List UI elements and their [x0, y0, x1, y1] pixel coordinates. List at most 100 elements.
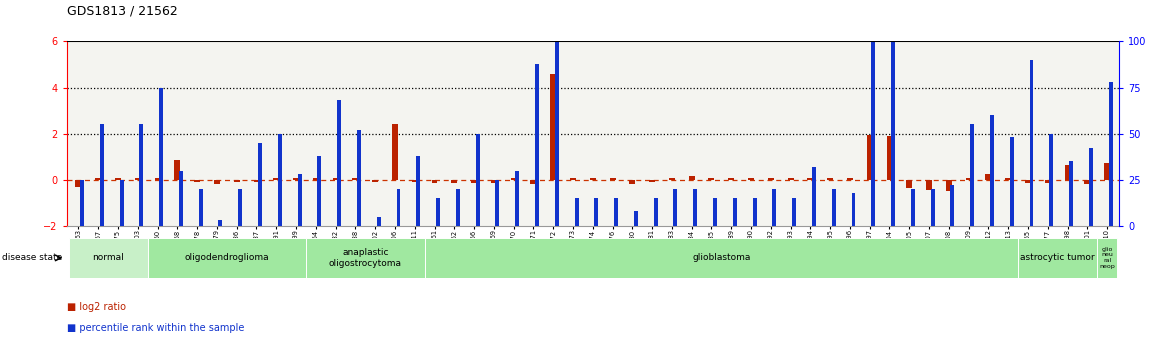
Bar [575, 198, 578, 226]
Bar [1029, 60, 1034, 226]
Bar [1108, 82, 1113, 226]
Text: glioblastoma: glioblastoma [693, 253, 751, 263]
Bar [1010, 137, 1014, 226]
Bar [313, 178, 319, 180]
Bar [1104, 162, 1110, 180]
Bar [906, 180, 912, 188]
Bar [847, 178, 853, 180]
Bar [694, 189, 697, 226]
Bar [258, 143, 262, 226]
Bar [752, 198, 757, 226]
Bar [238, 189, 242, 226]
Bar [1049, 134, 1054, 226]
Bar [134, 178, 141, 180]
Bar [174, 160, 180, 180]
Bar [709, 178, 715, 180]
Bar [971, 125, 974, 226]
Bar [827, 178, 833, 180]
Bar [732, 198, 737, 226]
Bar [871, 41, 875, 226]
Bar [990, 115, 994, 226]
Bar [199, 189, 203, 226]
Bar [154, 178, 160, 180]
Bar [179, 171, 183, 226]
Bar [377, 217, 381, 226]
Bar [1069, 161, 1073, 226]
Bar [931, 189, 934, 226]
Bar [1064, 165, 1071, 180]
Bar [119, 180, 124, 226]
Bar [669, 178, 675, 180]
Bar [298, 174, 301, 226]
Bar [253, 180, 259, 182]
Bar [99, 125, 104, 226]
Text: GDS1813 / 21562: GDS1813 / 21562 [67, 4, 178, 17]
Bar [807, 178, 813, 180]
Bar [966, 178, 972, 180]
Bar [887, 136, 892, 180]
Bar [396, 189, 401, 226]
Bar [495, 180, 500, 226]
Bar [654, 198, 658, 226]
Bar [832, 189, 835, 226]
Bar [76, 180, 82, 187]
Bar [712, 198, 717, 226]
Bar [1006, 178, 1011, 180]
Text: disease state: disease state [2, 253, 63, 263]
Bar [306, 238, 425, 278]
Bar [491, 180, 496, 183]
Bar [278, 134, 281, 226]
Bar [674, 189, 677, 226]
Bar [689, 176, 695, 180]
Bar [767, 178, 773, 180]
Bar [515, 171, 519, 226]
Bar [214, 180, 220, 185]
Bar [951, 185, 954, 226]
Bar [333, 178, 339, 180]
Bar [147, 238, 306, 278]
Bar [570, 178, 576, 180]
Bar [451, 180, 457, 183]
Text: ■ percentile rank within the sample: ■ percentile rank within the sample [67, 323, 244, 333]
Bar [1084, 180, 1090, 185]
Text: normal: normal [92, 253, 124, 263]
Bar [1044, 180, 1051, 183]
Bar [273, 178, 279, 180]
Bar [475, 134, 480, 226]
Bar [353, 178, 359, 180]
Bar [338, 100, 341, 226]
Bar [471, 180, 477, 183]
Bar [535, 63, 538, 226]
Bar [392, 125, 398, 180]
Bar [530, 180, 536, 185]
Bar [911, 189, 915, 226]
Bar [867, 135, 872, 180]
Bar [510, 178, 516, 180]
Bar [590, 178, 596, 180]
Bar [69, 238, 147, 278]
Bar [729, 178, 735, 180]
Text: oligodendroglioma: oligodendroglioma [185, 253, 269, 263]
Bar [218, 220, 222, 226]
Bar [891, 41, 895, 226]
Bar [946, 180, 952, 191]
Bar [373, 180, 378, 182]
Bar [293, 178, 299, 180]
Bar [595, 198, 598, 226]
Text: ■ log2 ratio: ■ log2 ratio [67, 302, 126, 312]
Bar [436, 198, 440, 226]
Bar [456, 189, 460, 226]
Bar [772, 189, 777, 226]
Bar [634, 211, 638, 226]
Text: astrocytic tumor: astrocytic tumor [1021, 253, 1094, 263]
Bar [1097, 238, 1117, 278]
Bar [318, 156, 321, 226]
Bar [96, 178, 102, 180]
Bar [926, 180, 932, 190]
Bar [614, 198, 618, 226]
Bar [1089, 148, 1093, 226]
Bar [550, 74, 556, 180]
Bar [416, 156, 420, 226]
Text: glio
neu
ral
neop: glio neu ral neop [1099, 247, 1115, 269]
Bar [787, 178, 793, 180]
